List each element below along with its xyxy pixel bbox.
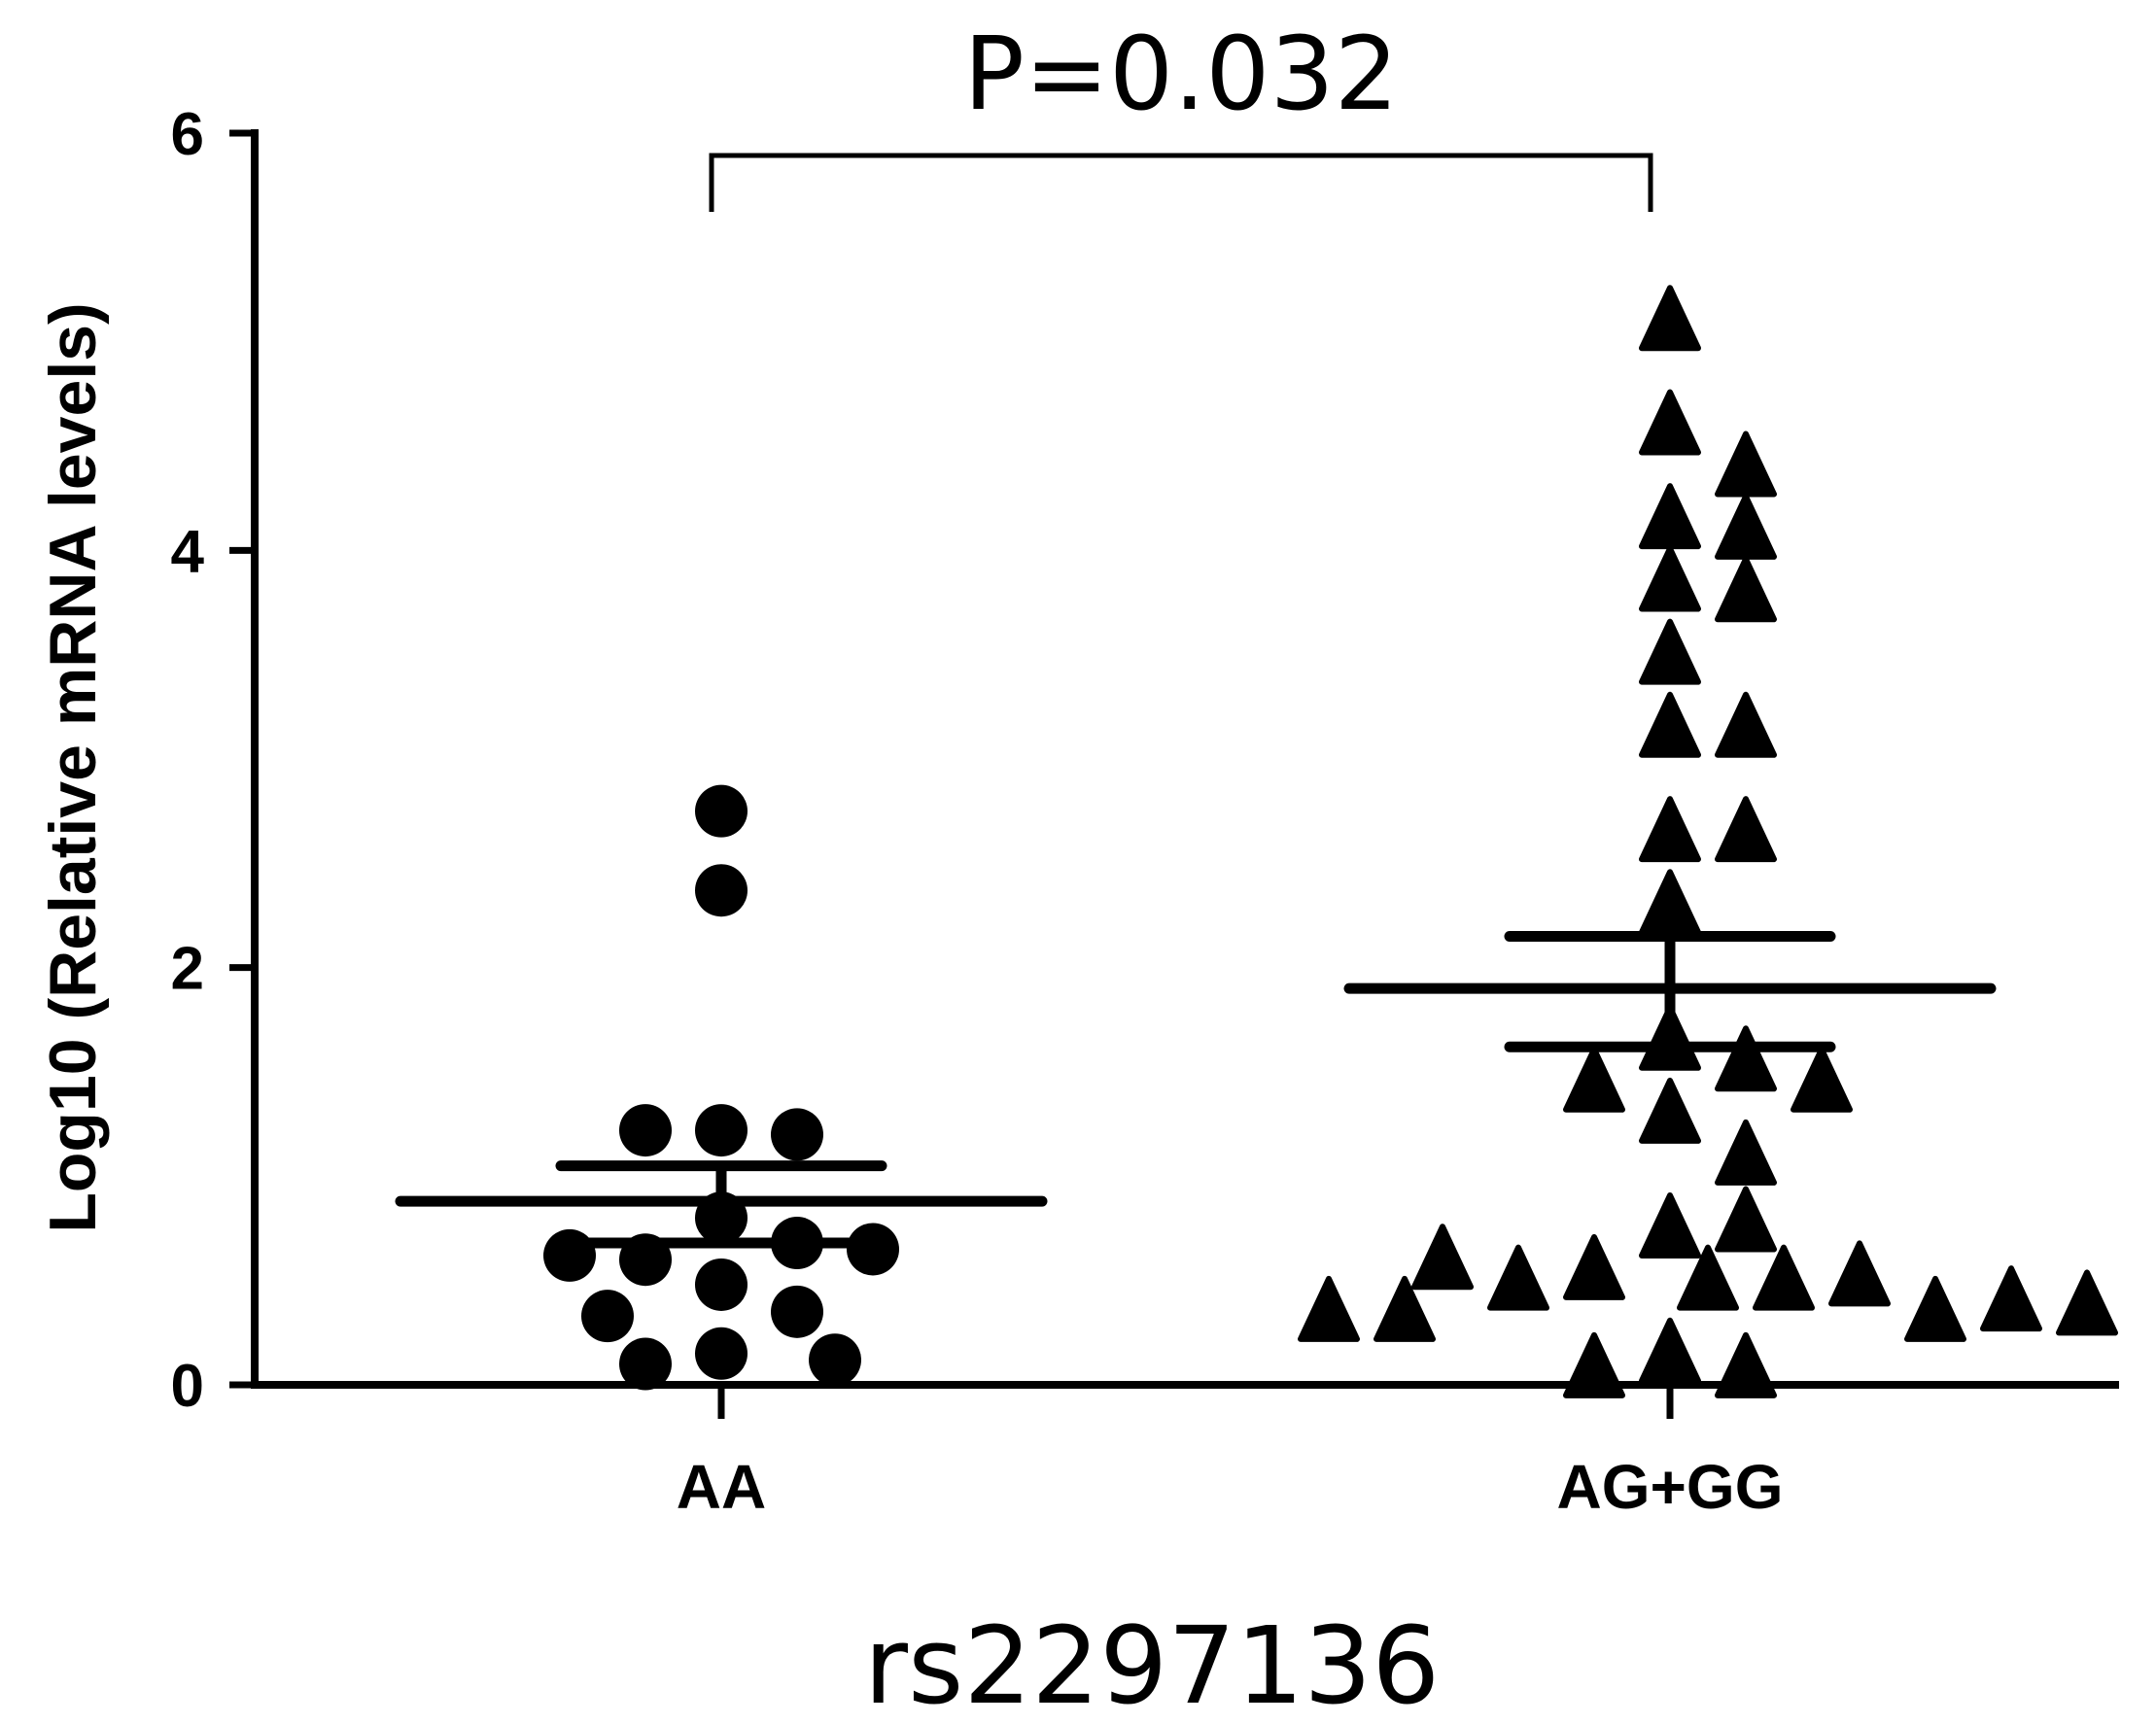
- data-point-triangle: [1715, 1186, 1777, 1253]
- data-point-triangle: [1753, 1244, 1815, 1311]
- data-point-triangle: [1639, 389, 1701, 456]
- y-axis-ticks: 0 2 4 6: [171, 101, 255, 1420]
- data-point-triangle: [1298, 1275, 1360, 1342]
- data-point-triangle: [1677, 1244, 1739, 1311]
- x-tick-label: AA: [677, 1452, 766, 1522]
- data-point-triangle: [1639, 796, 1701, 863]
- x-axis-categories: AA AG+GG: [677, 1385, 1784, 1522]
- data-point-circle: [543, 1228, 596, 1282]
- data-point-circle: [695, 1104, 748, 1157]
- y-axis-title: Log10 (Relative mRNA levels): [36, 302, 110, 1232]
- data-point-circle: [809, 1333, 861, 1387]
- y-tick-label: 6: [171, 101, 204, 168]
- x-axis-title: rs2297136: [864, 1603, 1440, 1724]
- data-point-triangle: [1715, 1119, 1777, 1186]
- y-tick-label: 4: [171, 518, 205, 585]
- data-point-triangle: [1715, 493, 1777, 560]
- data-point-triangle: [1639, 691, 1701, 758]
- data-points: [543, 285, 2118, 1398]
- data-point-triangle: [1715, 1025, 1777, 1092]
- data-point-circle: [581, 1290, 634, 1343]
- data-point-circle: [847, 1223, 899, 1276]
- data-point-circle: [695, 864, 748, 917]
- data-point-triangle: [1563, 1331, 1625, 1398]
- data-point-circle: [695, 784, 748, 838]
- data-point-triangle: [1487, 1244, 1549, 1311]
- data-point-triangle: [1904, 1275, 1966, 1342]
- data-point-triangle: [1639, 1317, 1701, 1384]
- mean-sem-bars: [395, 930, 1997, 1249]
- y-tick-label: 2: [171, 936, 204, 1003]
- data-point-triangle: [1639, 285, 1701, 352]
- data-point-circle: [695, 1327, 748, 1380]
- data-point-circle: [771, 1108, 823, 1161]
- data-point-triangle: [1715, 556, 1777, 623]
- x-tick-label: AG+GG: [1557, 1452, 1784, 1522]
- data-point-triangle: [1791, 1046, 1853, 1113]
- data-point-triangle: [1639, 1077, 1701, 1144]
- data-point-triangle: [1828, 1240, 1891, 1307]
- data-point-triangle: [1639, 545, 1701, 612]
- data-point-triangle: [1639, 483, 1701, 550]
- data-point-triangle: [1411, 1224, 1474, 1291]
- data-point-triangle: [1715, 1331, 1777, 1398]
- data-point-triangle: [1715, 691, 1777, 758]
- data-point-triangle: [1980, 1265, 2042, 1332]
- y-tick-label: 0: [171, 1353, 204, 1420]
- data-point-triangle: [1374, 1275, 1436, 1342]
- data-point-triangle: [1715, 431, 1777, 498]
- data-point-circle: [619, 1104, 672, 1157]
- data-point-triangle: [1639, 618, 1701, 685]
- bracket-line: [709, 153, 1653, 212]
- data-point-circle: [619, 1337, 672, 1391]
- data-point-triangle: [1715, 796, 1777, 863]
- data-point-triangle: [1563, 1046, 1625, 1113]
- data-point-triangle: [2056, 1269, 2118, 1336]
- data-point-triangle: [1639, 869, 1701, 936]
- significance-bracket: [709, 153, 1653, 212]
- data-point-triangle: [1639, 1192, 1701, 1259]
- data-point-circle: [695, 1258, 748, 1311]
- p-value-annotation: P=0.032: [963, 15, 1399, 133]
- data-point-triangle: [1563, 1233, 1625, 1300]
- data-point-circle: [771, 1285, 823, 1338]
